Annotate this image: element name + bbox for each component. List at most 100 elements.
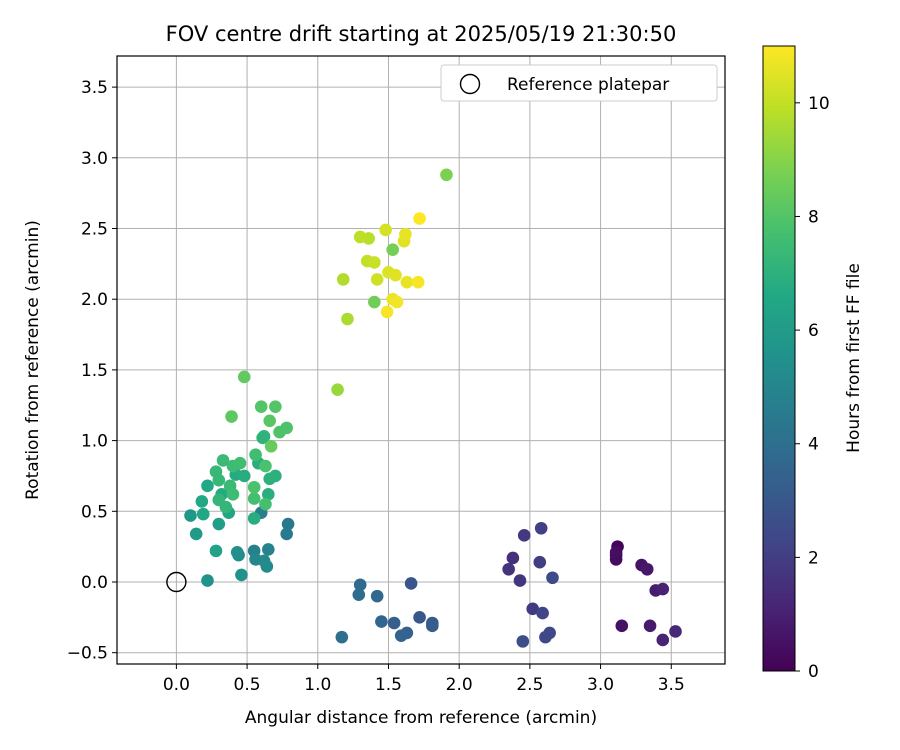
data-point <box>426 619 439 633</box>
data-point <box>335 630 349 644</box>
data-point <box>261 488 275 501</box>
data-point <box>411 275 425 289</box>
y-tick-label: 2.5 <box>81 220 108 240</box>
data-point <box>533 555 547 569</box>
data-point <box>259 497 272 511</box>
data-point <box>269 469 282 483</box>
data-point <box>643 619 657 633</box>
colorbar-tick-label: 6 <box>808 321 819 341</box>
y-axis-label: Rotation from reference (arcmin) <box>23 220 43 500</box>
colorbar: 0 2 4 6 8 10 Hours from first FF file <box>762 45 864 682</box>
x-axis-ticks: 0.0 0.5 1.0 1.5 2.0 2.5 3.0 3.5 <box>163 664 685 695</box>
data-points <box>184 168 682 648</box>
legend-label: Reference platepar <box>507 75 669 95</box>
colorbar-tick-label: 2 <box>808 548 819 568</box>
data-point <box>368 256 381 269</box>
data-point <box>336 273 350 286</box>
data-point <box>281 517 295 531</box>
data-point <box>517 529 531 542</box>
data-point <box>226 488 240 501</box>
data-point <box>609 545 623 559</box>
colorbar-tick-label: 10 <box>808 94 830 114</box>
data-point <box>201 574 214 587</box>
legend-marker <box>459 73 481 95</box>
data-point <box>212 493 226 507</box>
data-point <box>506 551 520 565</box>
data-point <box>386 243 400 257</box>
colorbar-tick-label: 4 <box>808 435 819 455</box>
reference-marker <box>166 571 187 593</box>
data-point <box>640 562 654 576</box>
data-point <box>247 492 261 505</box>
y-tick-label: 0.5 <box>81 502 108 522</box>
data-point <box>237 469 251 483</box>
colorbar-gradient <box>762 45 796 672</box>
data-point <box>536 606 549 620</box>
x-tick-label: 0.0 <box>163 675 190 695</box>
x-tick-label: 0.5 <box>234 675 261 695</box>
data-point <box>546 571 559 585</box>
data-point <box>331 383 344 396</box>
data-point <box>413 212 426 225</box>
x-axis-label: Angular distance from reference (arcmin) <box>245 708 597 728</box>
y-tick-label: −0.5 <box>67 644 108 664</box>
data-point <box>263 414 277 428</box>
data-point <box>225 410 238 423</box>
data-point <box>201 479 214 493</box>
data-point <box>370 589 384 603</box>
data-point <box>669 625 682 638</box>
data-point <box>394 629 408 643</box>
colorbar-label: Hours from first FF file <box>844 263 864 453</box>
data-point <box>341 312 354 326</box>
reference-point <box>166 571 187 593</box>
data-point <box>184 509 197 522</box>
data-point <box>502 562 515 576</box>
y-tick-label: 1.5 <box>81 361 108 381</box>
data-point <box>368 295 381 309</box>
x-tick-label: 3.0 <box>587 675 614 695</box>
colorbar-tick-label: 8 <box>808 207 819 227</box>
data-point <box>249 448 262 462</box>
data-point <box>235 568 248 582</box>
data-point <box>352 588 366 602</box>
data-point <box>280 421 293 435</box>
data-point <box>254 400 268 413</box>
data-point <box>247 512 261 525</box>
data-point <box>261 543 275 556</box>
data-point <box>264 439 278 453</box>
data-point <box>269 400 282 413</box>
data-point <box>516 635 530 648</box>
data-point <box>247 480 261 494</box>
data-point <box>209 544 223 558</box>
data-point <box>389 268 402 282</box>
data-point <box>209 465 223 479</box>
data-point <box>257 430 271 443</box>
legend-box <box>440 64 718 102</box>
data-point <box>543 626 556 640</box>
data-point <box>353 578 367 592</box>
data-point <box>526 602 540 616</box>
data-point <box>440 168 453 182</box>
x-tick-label: 1.5 <box>375 675 402 695</box>
data-point <box>387 616 401 630</box>
data-point <box>399 227 412 241</box>
data-point <box>380 305 394 319</box>
data-point <box>413 611 426 624</box>
y-tick-label: 3.0 <box>81 149 108 169</box>
x-tick-label: 1.0 <box>304 675 331 695</box>
data-point <box>237 370 251 384</box>
data-point <box>195 495 209 508</box>
data-point <box>260 560 274 573</box>
y-tick-label: 3.5 <box>81 78 108 98</box>
data-point <box>259 459 272 473</box>
data-point <box>212 517 226 531</box>
data-point <box>233 456 247 470</box>
y-axis-ticks: −0.5 0.0 0.5 1.0 1.5 2.0 2.5 3.0 3.5 <box>67 78 117 664</box>
plot-frame <box>116 55 726 665</box>
y-tick-label: 2.0 <box>81 290 108 310</box>
x-tick-label: 2.5 <box>516 675 543 695</box>
colorbar-tick-label: 0 <box>808 662 819 682</box>
data-point <box>375 615 388 628</box>
data-point <box>656 582 670 596</box>
